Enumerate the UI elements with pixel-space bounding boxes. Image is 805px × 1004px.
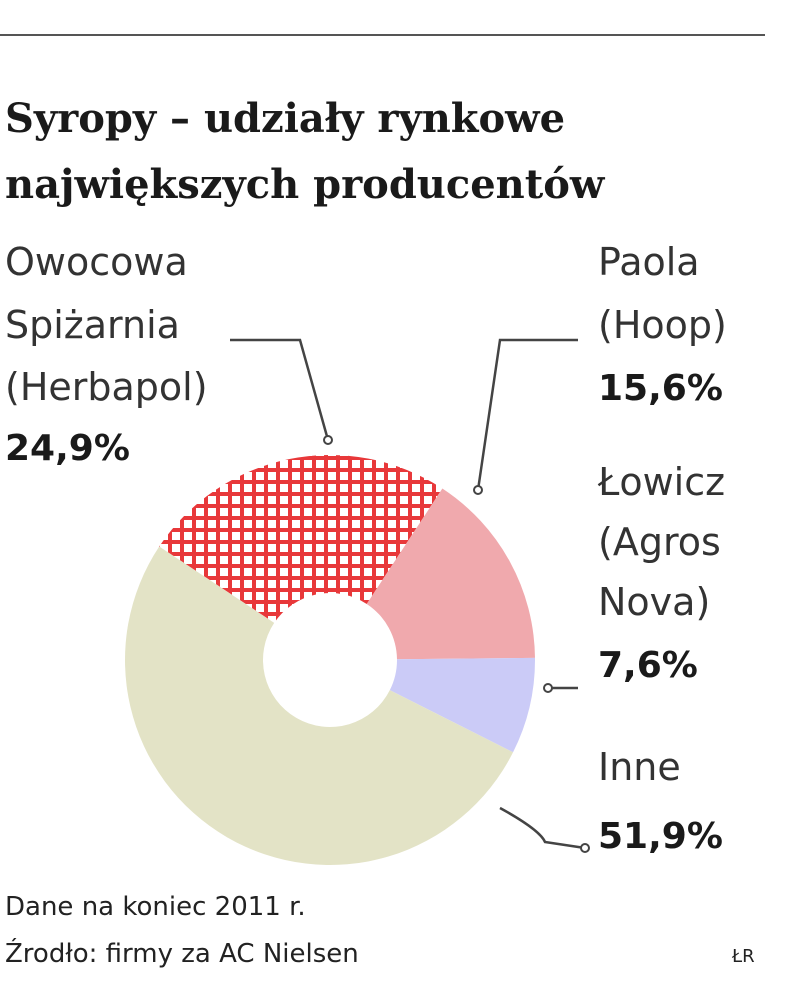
value-label: 51,9%: [598, 816, 723, 857]
category-label: (Hoop): [598, 303, 727, 347]
leader-line: [499, 806, 586, 850]
category-label: Paola: [598, 240, 700, 284]
credit: ŁR: [731, 946, 755, 967]
value-label: 15,6%: [598, 368, 723, 409]
source: Źrodło: firmy za AC Nielsen: [5, 937, 359, 969]
slice: [159, 455, 443, 623]
labels: Owocowa Spiżarnia (Herbapol) 24,9% Paola (Hoo…: [5, 240, 727, 857]
leader-line: [230, 338, 330, 441]
category-label: Owocowa: [5, 240, 188, 284]
slice: [366, 488, 535, 660]
leader-dot: [323, 435, 333, 445]
category-label: Inne: [598, 745, 681, 789]
slice: [124, 546, 514, 866]
chart-title: największych producentów: [5, 161, 606, 208]
category-label: Spiżarnia: [5, 303, 180, 347]
value-label: 7,6%: [598, 645, 698, 686]
category-label: Nova): [598, 580, 710, 624]
slice: [389, 657, 535, 753]
chart-title: Syropy – udziały rynkowe: [5, 95, 565, 142]
leader-dot: [473, 485, 483, 495]
value-label: 24,9%: [5, 428, 130, 469]
leader-dot: [543, 683, 553, 693]
category-label: (Herbapol): [5, 365, 208, 409]
leader-dot: [580, 843, 590, 853]
category-label: Łowicz: [597, 460, 725, 504]
category-label: (Agros: [598, 520, 721, 564]
pie: [124, 455, 535, 866]
note: Dane na koniec 2011 r.: [5, 892, 306, 922]
leader-line: [476, 338, 578, 491]
